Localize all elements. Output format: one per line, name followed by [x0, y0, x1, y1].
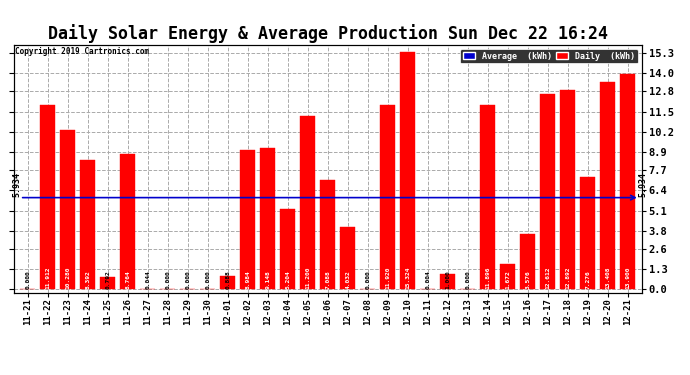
Text: 8.392: 8.392 [86, 270, 90, 289]
Text: 7.088: 7.088 [325, 270, 331, 289]
Text: 11.896: 11.896 [485, 266, 490, 289]
Text: 5.934: 5.934 [12, 172, 21, 197]
Text: 9.148: 9.148 [265, 270, 270, 289]
Text: Copyright 2019 Cartronics.com: Copyright 2019 Cartronics.com [14, 47, 149, 56]
Bar [580, 177, 595, 290]
Legend: Average  (kWh), Daily  (kWh): Average (kWh), Daily (kWh) [460, 49, 638, 63]
Text: 5.204: 5.204 [285, 270, 290, 289]
Bar [100, 277, 115, 290]
Bar [120, 154, 135, 290]
Bar [60, 130, 75, 290]
Text: 0.000: 0.000 [186, 270, 190, 289]
Bar [340, 227, 355, 290]
Text: 0.004: 0.004 [425, 270, 431, 289]
Text: 8.764: 8.764 [126, 270, 130, 289]
Bar [240, 150, 255, 290]
Bar [40, 105, 55, 290]
Text: 8.984: 8.984 [245, 270, 250, 289]
Text: 11.920: 11.920 [385, 266, 391, 289]
Text: 11.200: 11.200 [305, 266, 310, 289]
Text: 13.900: 13.900 [625, 266, 630, 289]
Bar [600, 82, 615, 290]
Text: 0.000: 0.000 [166, 270, 170, 289]
Text: 12.612: 12.612 [545, 266, 550, 289]
Text: 5.934: 5.934 [638, 172, 647, 197]
Text: 0.044: 0.044 [146, 270, 150, 289]
Text: 1.000: 1.000 [445, 270, 451, 289]
Bar [320, 180, 335, 290]
Bar [540, 94, 555, 290]
Text: 15.324: 15.324 [405, 266, 411, 289]
Text: 0.792: 0.792 [106, 270, 110, 289]
Text: 3.576: 3.576 [525, 270, 530, 289]
Bar [620, 74, 635, 290]
Bar [140, 289, 155, 290]
Text: 0.000: 0.000 [365, 270, 371, 289]
Bar [520, 234, 535, 290]
Text: 0.000: 0.000 [205, 270, 210, 289]
Text: 0.888: 0.888 [225, 270, 230, 289]
Text: 12.892: 12.892 [565, 266, 570, 289]
Bar [260, 148, 275, 290]
Title: Daily Solar Energy & Average Production Sun Dec 22 16:24: Daily Solar Energy & Average Production … [48, 24, 608, 44]
Bar [80, 160, 95, 290]
Text: 1.672: 1.672 [505, 270, 510, 289]
Bar [400, 53, 415, 290]
Text: 7.276: 7.276 [585, 270, 590, 289]
Bar [380, 105, 395, 290]
Text: 0.000: 0.000 [465, 270, 470, 289]
Bar [280, 209, 295, 290]
Bar [300, 116, 315, 290]
Bar [480, 105, 495, 290]
Text: 11.912: 11.912 [46, 266, 50, 289]
Text: 4.032: 4.032 [345, 270, 351, 289]
Bar [220, 276, 235, 290]
Bar [440, 274, 455, 290]
Bar [500, 264, 515, 290]
Bar [560, 90, 575, 290]
Text: 0.000: 0.000 [26, 270, 30, 289]
Text: 10.280: 10.280 [66, 266, 70, 289]
Text: 13.408: 13.408 [605, 266, 610, 289]
